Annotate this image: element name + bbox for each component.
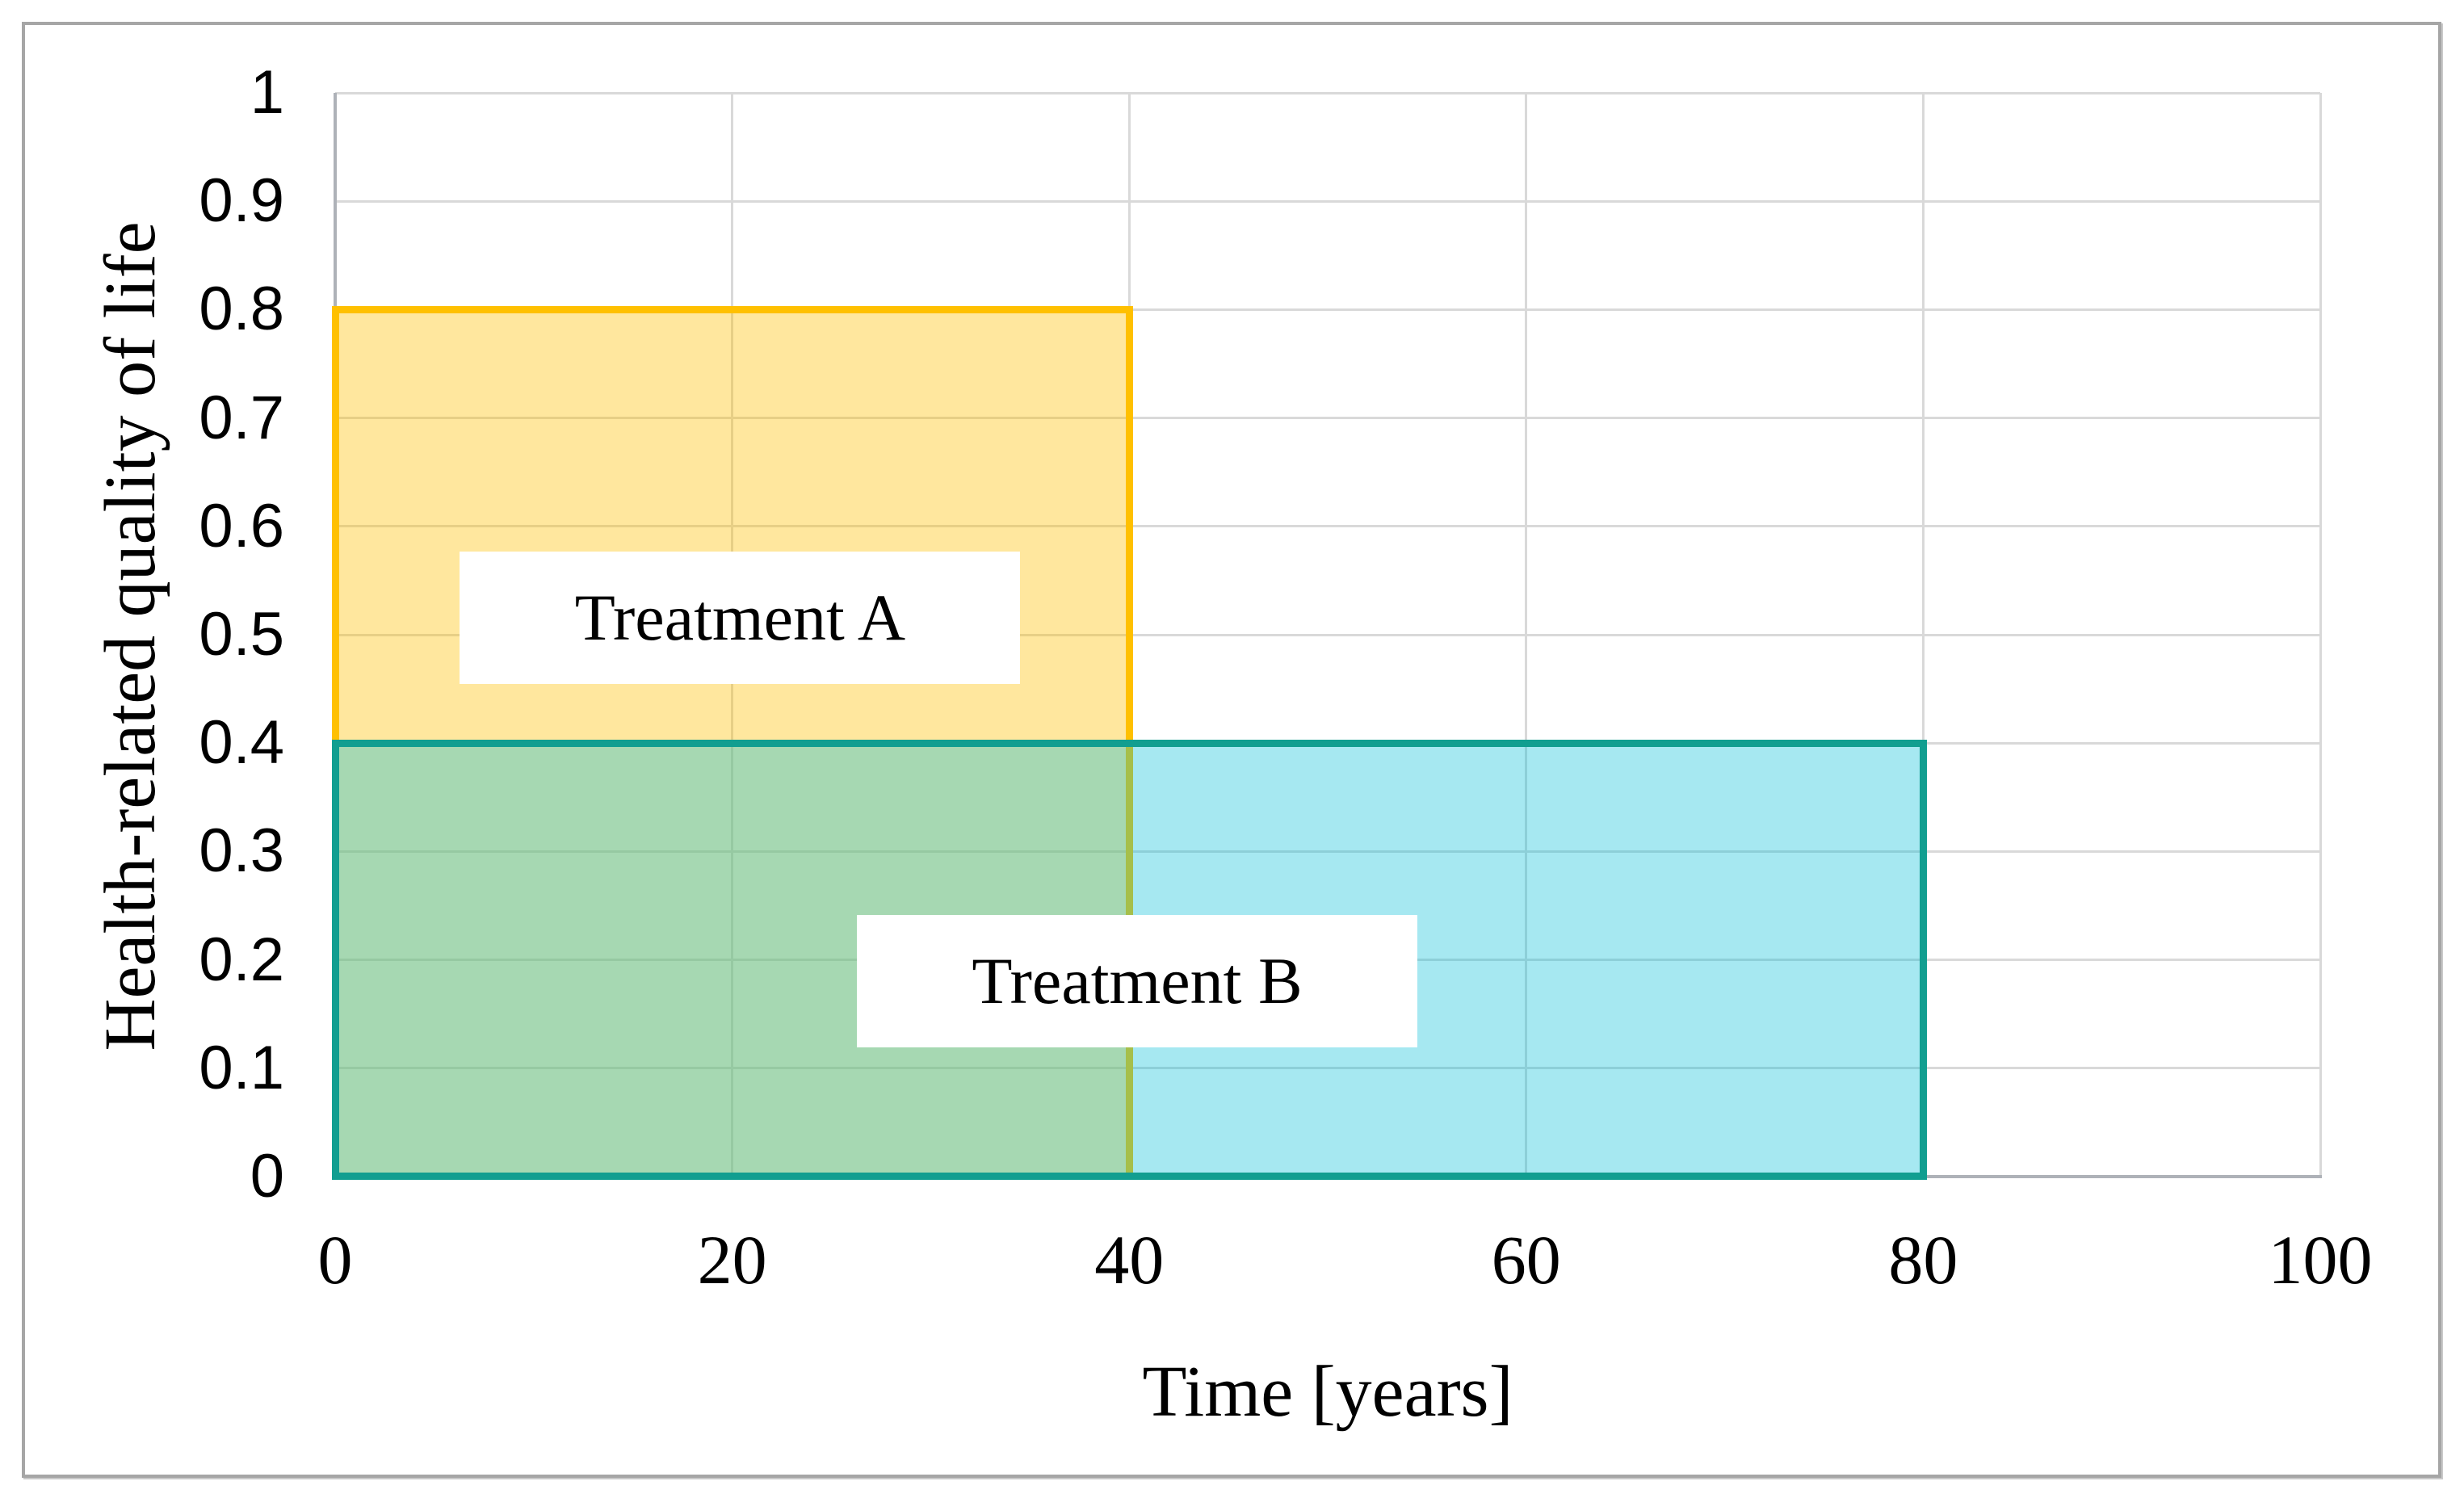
y-tick-label: 0.2 (199, 925, 284, 994)
y-tick-label: 0 (250, 1142, 284, 1211)
gridline-horizontal (335, 850, 2320, 853)
y-axis-title: Health-related quality of life (90, 221, 170, 1051)
y-tick-label: 0.7 (199, 383, 284, 452)
x-tick-label: 60 (1491, 1221, 1561, 1299)
gridline-vertical (1525, 93, 1528, 1177)
gridline-vertical (1921, 93, 1925, 1177)
y-tick-label: 0.5 (199, 600, 284, 669)
gridline-horizontal (335, 417, 2320, 420)
x-axis-title: Time [years] (1142, 1352, 1513, 1432)
y-tick-label: 0.4 (199, 708, 284, 778)
x-tick-label: 100 (2268, 1221, 2373, 1299)
x-tick-label: 80 (1888, 1221, 1958, 1299)
y-tick-label: 0.3 (199, 816, 284, 886)
y-tick-label: 1 (250, 58, 284, 127)
gridline-horizontal (335, 525, 2320, 528)
y-tick-label: 0.9 (199, 166, 284, 236)
treatment-b-label: Treatment B (857, 915, 1418, 1048)
treatment-a-label: Treatment A (460, 551, 1021, 684)
figure-border (22, 22, 2441, 1478)
y-tick-label: 0.8 (199, 275, 284, 344)
gridline-horizontal (335, 91, 2320, 94)
y-tick-label: 0.1 (199, 1033, 284, 1102)
gridline-horizontal (335, 633, 2320, 636)
gridline-horizontal (335, 308, 2320, 311)
gridline-horizontal (335, 199, 2320, 203)
x-tick-label: 20 (697, 1221, 767, 1299)
x-tick-label: 40 (1094, 1221, 1165, 1299)
x-tick-label: 0 (317, 1221, 353, 1299)
gridline-vertical (2319, 93, 2322, 1177)
y-tick-label: 0.6 (199, 491, 284, 560)
gridline-horizontal (335, 1067, 2320, 1070)
